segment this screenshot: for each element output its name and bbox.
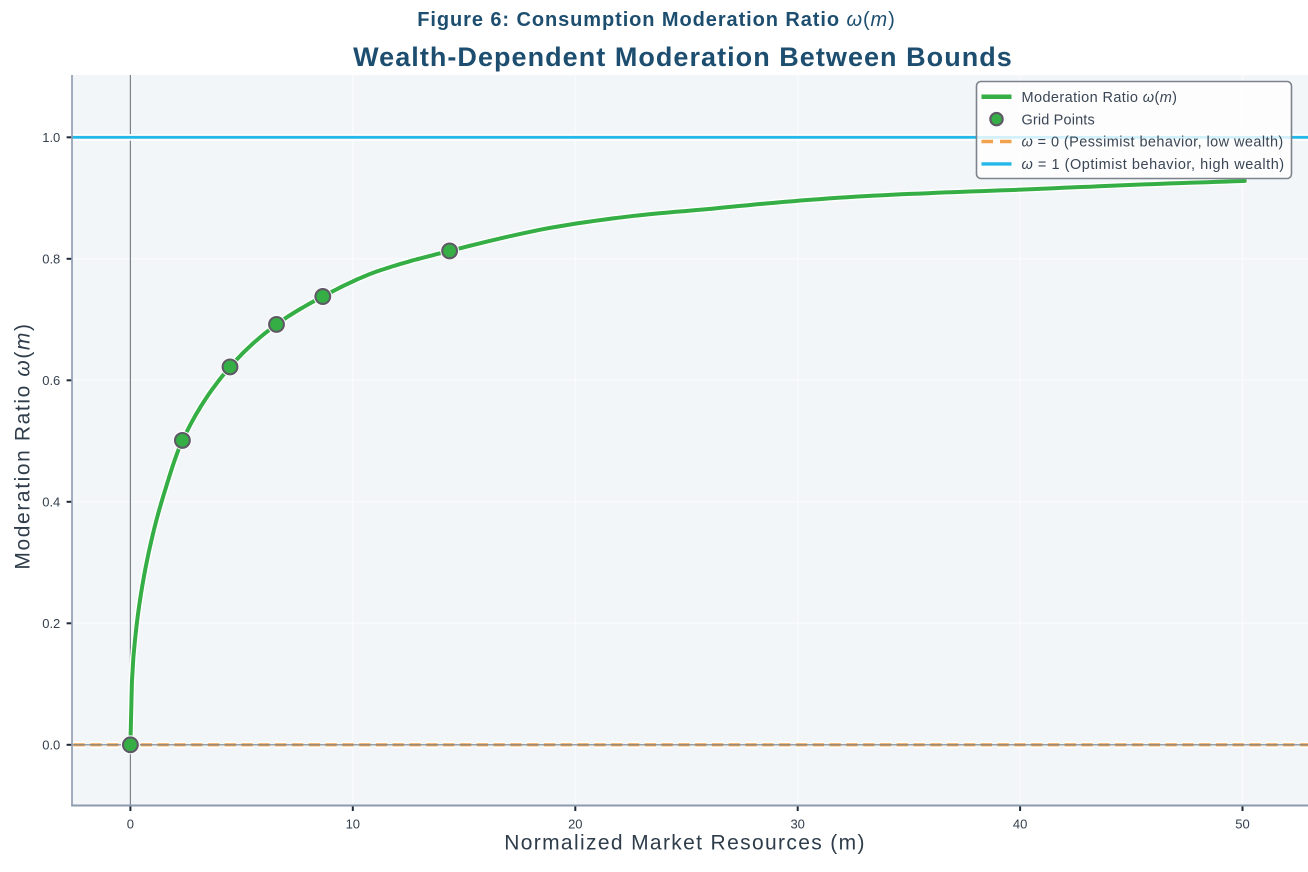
svg-text:10: 10 [346, 817, 360, 832]
svg-text:40: 40 [1013, 817, 1027, 832]
svg-text:1.0: 1.0 [42, 130, 60, 145]
svg-text:0.2: 0.2 [42, 616, 60, 631]
svg-text:0.0: 0.0 [42, 738, 60, 753]
svg-text:ω = 0 (Pessimist behavior, low: ω = 0 (Pessimist behavior, low wealth) [1022, 135, 1284, 151]
svg-text:30: 30 [790, 817, 804, 832]
svg-text:Moderation Ratio ω(m): Moderation Ratio ω(m) [12, 322, 35, 569]
svg-text:0: 0 [127, 817, 134, 832]
svg-text:0.4: 0.4 [42, 495, 60, 510]
svg-text:Grid Points: Grid Points [1022, 112, 1095, 128]
svg-text:Normalized Market Resources (m: Normalized Market Resources (m) [504, 832, 866, 855]
svg-text:Wealth-Dependent Moderation Be: Wealth-Dependent Moderation Between Boun… [353, 42, 1013, 72]
svg-text:Figure 6: Consumption Moderati: Figure 6: Consumption Moderation Ratio ω… [417, 9, 895, 31]
svg-text:ω = 1 (Optimist behavior, high: ω = 1 (Optimist behavior, high wealth) [1022, 157, 1285, 173]
svg-text:20: 20 [568, 817, 582, 832]
svg-text:Moderation Ratio ω(m): Moderation Ratio ω(m) [1022, 90, 1178, 106]
svg-text:50: 50 [1235, 817, 1249, 832]
svg-text:0.8: 0.8 [42, 252, 60, 267]
svg-text:0.6: 0.6 [42, 373, 60, 388]
